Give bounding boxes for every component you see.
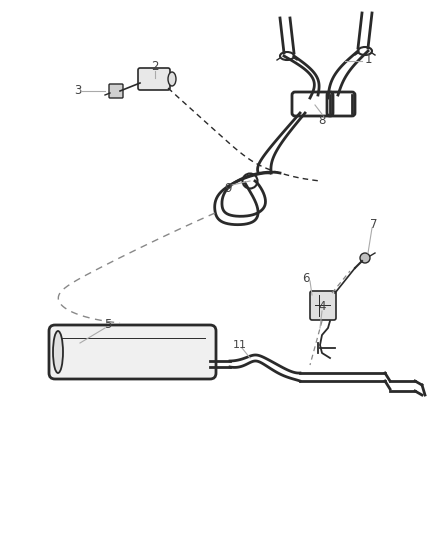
Text: 3: 3 bbox=[74, 85, 82, 98]
Text: 2: 2 bbox=[151, 61, 159, 74]
Text: 6: 6 bbox=[302, 272, 310, 286]
Text: 5: 5 bbox=[104, 319, 112, 332]
FancyBboxPatch shape bbox=[138, 68, 170, 90]
Ellipse shape bbox=[168, 72, 176, 86]
Circle shape bbox=[360, 253, 370, 263]
Text: 9: 9 bbox=[224, 182, 232, 195]
FancyBboxPatch shape bbox=[310, 291, 336, 320]
Text: 7: 7 bbox=[370, 219, 378, 231]
FancyBboxPatch shape bbox=[109, 84, 123, 98]
Text: 1: 1 bbox=[365, 53, 372, 67]
Text: 4: 4 bbox=[318, 301, 326, 313]
Text: 8: 8 bbox=[318, 115, 326, 127]
Text: 11: 11 bbox=[233, 340, 247, 350]
Ellipse shape bbox=[53, 331, 63, 373]
FancyBboxPatch shape bbox=[49, 325, 216, 379]
